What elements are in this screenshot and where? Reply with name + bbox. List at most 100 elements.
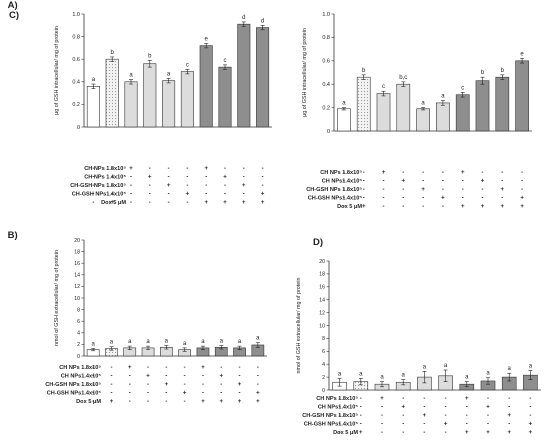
- y-tick-label: 20: [74, 238, 80, 244]
- significance-letter: e: [520, 51, 524, 57]
- treatment-mark: -: [339, 430, 341, 436]
- significance-letter: a: [444, 363, 448, 369]
- treatment-mark: +: [461, 204, 465, 210]
- treatment-row-label: CH-GSH NPs1.4x10⁵: [72, 192, 127, 198]
- bar: [143, 63, 157, 128]
- treatment-mark: -: [501, 196, 503, 202]
- y-tick-label: 1.0: [322, 12, 330, 18]
- treatment-mark: -: [239, 374, 241, 380]
- treatment-mark: -: [220, 391, 222, 397]
- significance-letter: a: [238, 339, 242, 345]
- treatment-mark: -: [343, 204, 345, 210]
- treatment-mark: -: [360, 405, 362, 411]
- treatment-mark: -: [339, 396, 341, 402]
- treatment-mark: +: [520, 204, 524, 210]
- treatment-mark: -: [168, 175, 170, 181]
- treatment-mark: -: [243, 175, 245, 181]
- treatment-mark: +: [465, 396, 469, 402]
- bar: [376, 93, 391, 132]
- significance-letter: c: [186, 62, 189, 68]
- treatment-row-label: CH NPs 1.8x10⁵: [84, 166, 126, 172]
- treatment-mark: +: [204, 166, 208, 172]
- bar: [180, 71, 194, 128]
- treatment-mark: -: [165, 391, 167, 397]
- treatment-mark: +: [486, 430, 490, 436]
- treatment-mark: +: [242, 200, 246, 206]
- treatment-mark: -: [442, 179, 444, 185]
- treatment-mark: -: [423, 405, 425, 411]
- significance-letter: a: [183, 341, 187, 347]
- treatment-mark: -: [262, 175, 264, 181]
- significance-letter: b: [362, 68, 366, 74]
- treatment-mark: -: [442, 204, 444, 210]
- treatment-mark: +: [359, 430, 363, 436]
- treatment-mark: -: [462, 196, 464, 202]
- treatment-mark: -: [130, 192, 132, 198]
- treatment-mark: +: [223, 175, 227, 181]
- treatment-mark: -: [130, 200, 132, 206]
- treatment-mark: -: [445, 405, 447, 411]
- treatment-mark: -: [110, 374, 112, 380]
- treatment-mark: -: [224, 166, 226, 172]
- y-tick-label: 14: [74, 273, 80, 279]
- treatment-mark: +: [165, 382, 169, 388]
- treatment-mark: -: [487, 413, 489, 419]
- treatment-mark: -: [110, 382, 112, 388]
- treatment-mark: -: [129, 382, 131, 388]
- treatment-row-label: CH-GSH NPs1.4x10⁵: [304, 422, 359, 428]
- y-tick-label: 6: [322, 349, 325, 355]
- chart-panel-3: B) 0 2 4 6 8 10 12 14 16 18 20 nmol of GSH extracell…: [8, 230, 267, 405]
- treatment-mark: -: [111, 166, 113, 172]
- significance-letter: a: [338, 371, 342, 377]
- significance-letter: d: [242, 15, 245, 21]
- treatment-mark: +: [223, 200, 227, 206]
- treatment-mark: -: [402, 204, 404, 210]
- treatment-mark: +: [441, 196, 445, 202]
- bar: [124, 81, 138, 128]
- panel-label: D): [313, 237, 323, 248]
- significance-letter: c: [461, 85, 464, 91]
- y-axis-label: μg of GSH intracellular/ mg of protein: [54, 26, 60, 115]
- treatment-row-label: CH NPs 1.4x10⁵: [84, 175, 126, 181]
- panel-label: A): [8, 0, 18, 11]
- treatment-mark: -: [92, 365, 94, 371]
- significance-letter: e: [205, 36, 209, 42]
- y-tick-label: 4: [322, 362, 325, 368]
- treatment-mark: +: [238, 399, 242, 405]
- treatment-mark: -: [184, 382, 186, 388]
- bar: [356, 76, 371, 132]
- treatment-mark: +: [129, 166, 133, 172]
- treatment-mark: -: [381, 422, 383, 428]
- bar: [199, 45, 213, 128]
- treatment-mark: -: [224, 183, 226, 189]
- treatment-mark: -: [343, 196, 345, 202]
- treatment-mark: -: [129, 399, 131, 405]
- treatment-mark: +: [444, 422, 448, 428]
- significance-letter: a: [167, 71, 171, 77]
- y-tick-label: 12: [74, 284, 80, 290]
- treatment-mark: -: [92, 382, 94, 388]
- treatment-mark: +: [256, 399, 260, 405]
- treatment-mark: +: [501, 187, 505, 193]
- treatment-mark: +: [201, 365, 205, 371]
- treatment-mark: -: [402, 170, 404, 176]
- treatment-mark: -: [360, 422, 362, 428]
- treatment-mark: -: [257, 365, 259, 371]
- treatment-mark: +: [520, 196, 524, 202]
- treatment-mark: +: [461, 170, 465, 176]
- significance-letter: a: [92, 77, 96, 83]
- treatment-mark: -: [383, 196, 385, 202]
- treatment-mark: +: [465, 430, 469, 436]
- treatment-mark: +: [256, 391, 260, 397]
- treatment-mark: -: [220, 365, 222, 371]
- treatment-mark: -: [363, 170, 365, 176]
- y-tick-label: 0: [77, 354, 80, 360]
- panel-label: C): [9, 10, 19, 21]
- treatment-mark: -: [257, 374, 259, 380]
- treatment-mark: -: [339, 413, 341, 419]
- significance-letter: a: [91, 341, 95, 347]
- treatment-mark: -: [92, 374, 94, 380]
- treatment-mark: -: [402, 430, 404, 436]
- treatment-mark: -: [402, 187, 404, 193]
